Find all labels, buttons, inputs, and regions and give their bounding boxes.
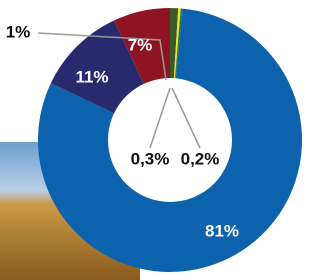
- data-label: 0,3%: [131, 149, 170, 168]
- chart: 1% 0,3% 0,2% 81% 11% 7%: [0, 0, 303, 280]
- donut-hole: [108, 78, 232, 202]
- data-label: 0,2%: [181, 149, 220, 168]
- data-label: 81%: [205, 221, 239, 240]
- data-label: 7%: [128, 35, 153, 54]
- data-label: 1%: [6, 22, 31, 41]
- data-label: 11%: [75, 67, 108, 86]
